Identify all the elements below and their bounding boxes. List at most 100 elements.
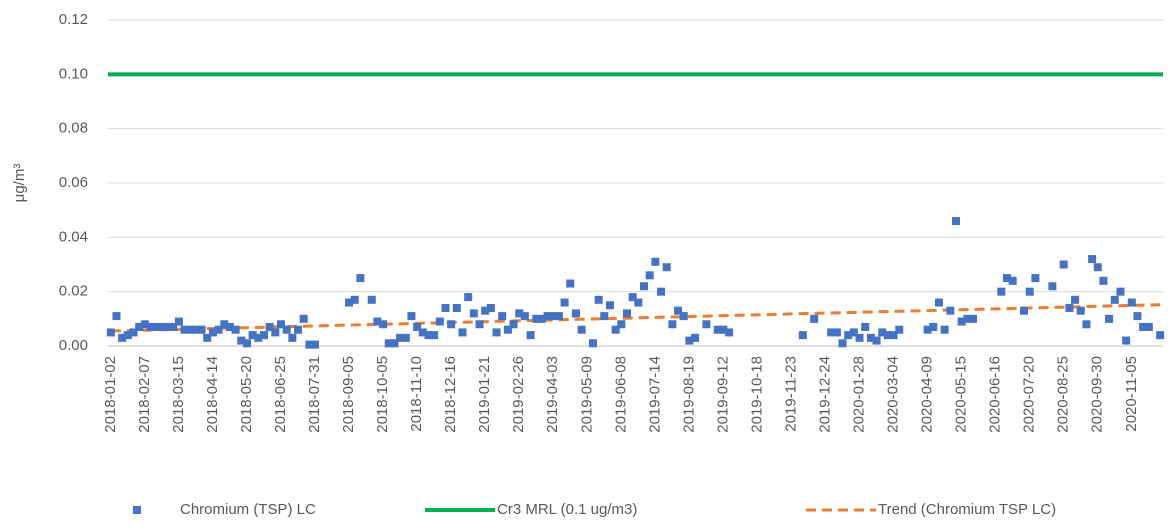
data-point	[997, 287, 1006, 296]
y-tick-label: 0.12	[59, 11, 88, 28]
data-point	[651, 257, 660, 266]
data-point	[532, 314, 541, 323]
data-point	[237, 336, 246, 345]
data-point	[1076, 306, 1085, 315]
data-point	[1048, 282, 1057, 291]
data-point	[1122, 336, 1131, 345]
data-point	[702, 320, 711, 329]
data-point	[713, 325, 722, 334]
data-point	[1144, 322, 1153, 331]
x-tick-label: 2020-03-04	[885, 356, 902, 433]
data-point	[537, 314, 546, 323]
data-point	[657, 287, 666, 296]
data-point	[305, 340, 314, 349]
y-tick-label: 0.04	[59, 228, 88, 245]
data-point	[123, 331, 132, 340]
data-point	[674, 306, 683, 315]
data-point	[1003, 274, 1012, 283]
x-tick-label: 2019-05-09	[578, 356, 595, 433]
x-tick-label: 2019-02-26	[510, 356, 527, 433]
data-point	[832, 328, 841, 337]
data-point	[214, 325, 223, 334]
data-point	[169, 322, 178, 331]
data-point	[1071, 295, 1080, 304]
data-point	[367, 295, 376, 304]
data-point	[469, 309, 478, 318]
data-point	[685, 336, 694, 345]
data-point	[197, 325, 206, 334]
data-point	[435, 317, 444, 326]
data-point	[1025, 287, 1034, 296]
data-point	[866, 333, 875, 342]
data-point	[152, 322, 161, 331]
data-point	[940, 325, 949, 334]
data-point	[605, 301, 614, 310]
data-point	[668, 320, 677, 329]
x-tick-label: 2019-04-03	[544, 356, 561, 433]
data-point	[889, 331, 898, 340]
data-point	[294, 325, 303, 334]
x-tick-label: 2020-04-09	[919, 356, 936, 433]
data-point	[191, 325, 200, 334]
data-point	[798, 331, 807, 340]
x-tick-label: 2018-04-14	[204, 356, 221, 433]
data-point	[452, 303, 461, 312]
data-point	[645, 271, 654, 280]
data-point	[475, 320, 484, 329]
data-point	[725, 328, 734, 337]
data-point	[622, 309, 631, 318]
data-point	[112, 312, 121, 321]
legend-label: Trend (Chromium TSP LC)	[878, 501, 1056, 518]
data-point	[617, 320, 626, 329]
data-point	[129, 328, 138, 337]
x-tick-label: 2018-01-02	[102, 356, 119, 433]
x-tick-label: 2020-07-20	[1021, 356, 1038, 433]
data-point	[396, 333, 405, 342]
data-point	[1110, 295, 1119, 304]
x-tick-label: 2018-03-15	[170, 356, 187, 433]
data-point	[288, 333, 297, 342]
data-point	[923, 325, 932, 334]
x-tick-label: 2018-07-31	[306, 356, 323, 433]
data-point	[719, 325, 728, 334]
data-point	[248, 331, 257, 340]
data-point	[1105, 314, 1114, 323]
data-point	[1059, 260, 1068, 269]
x-tick-label: 2020-06-16	[987, 356, 1004, 433]
data-point	[560, 298, 569, 307]
data-point	[1088, 255, 1097, 264]
y-tick-label: 0.02	[59, 283, 88, 300]
data-point	[447, 320, 456, 329]
x-tick-label: 2018-12-16	[442, 356, 459, 433]
data-point	[1116, 287, 1125, 296]
data-point	[1093, 263, 1102, 272]
data-point	[106, 328, 115, 337]
data-point	[872, 336, 881, 345]
data-point	[492, 328, 501, 337]
data-point	[549, 312, 558, 321]
data-point	[418, 328, 427, 337]
data-point	[1127, 298, 1136, 307]
data-point	[379, 320, 388, 329]
data-point	[515, 309, 524, 318]
data-point	[566, 279, 575, 288]
x-tick-label: 2018-05-20	[238, 356, 255, 433]
data-point	[543, 312, 552, 321]
data-point	[929, 322, 938, 331]
data-point	[600, 312, 609, 321]
data-point	[299, 314, 308, 323]
y-axis-title: μg/m³	[11, 164, 28, 203]
data-point	[157, 322, 166, 331]
data-point	[520, 312, 529, 321]
data-point	[895, 325, 904, 334]
data-point	[424, 331, 433, 340]
data-point	[174, 317, 183, 326]
data-point	[588, 339, 597, 348]
data-point	[203, 333, 212, 342]
data-point	[827, 328, 836, 337]
data-point	[186, 325, 195, 334]
y-tick-label: 0.08	[59, 120, 88, 137]
data-point	[231, 325, 240, 334]
data-point	[1065, 303, 1074, 312]
